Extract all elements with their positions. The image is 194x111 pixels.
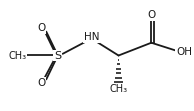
Text: HN: HN	[84, 32, 99, 42]
Text: O: O	[37, 78, 46, 88]
Text: CH₃: CH₃	[109, 84, 128, 94]
Text: CH₃: CH₃	[8, 51, 26, 60]
Text: O: O	[147, 10, 155, 20]
Text: OH: OH	[176, 47, 192, 57]
Text: S: S	[54, 51, 61, 60]
Text: O: O	[37, 23, 46, 33]
